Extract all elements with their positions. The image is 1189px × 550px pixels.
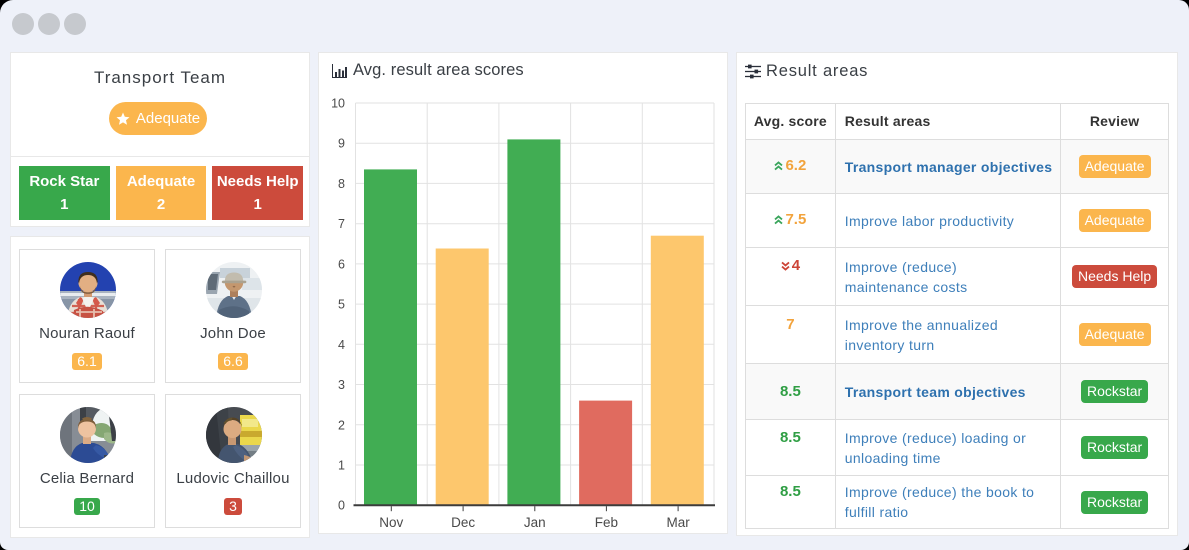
svg-text:Feb: Feb: [595, 515, 618, 530]
svg-text:1: 1: [338, 459, 345, 473]
svg-text:8: 8: [338, 177, 345, 191]
svg-text:Mar: Mar: [666, 515, 690, 530]
svg-text:0: 0: [338, 499, 345, 513]
svg-text:10: 10: [331, 97, 345, 111]
svg-text:6: 6: [338, 257, 345, 271]
svg-text:4: 4: [338, 338, 345, 352]
svg-text:5: 5: [338, 298, 345, 312]
svg-text:7: 7: [338, 217, 345, 231]
svg-text:Jan: Jan: [524, 515, 546, 530]
svg-text:Nov: Nov: [379, 515, 403, 530]
svg-text:2: 2: [338, 418, 345, 432]
svg-text:9: 9: [338, 137, 345, 151]
svg-text:Dec: Dec: [451, 515, 475, 530]
svg-text:3: 3: [338, 378, 345, 392]
